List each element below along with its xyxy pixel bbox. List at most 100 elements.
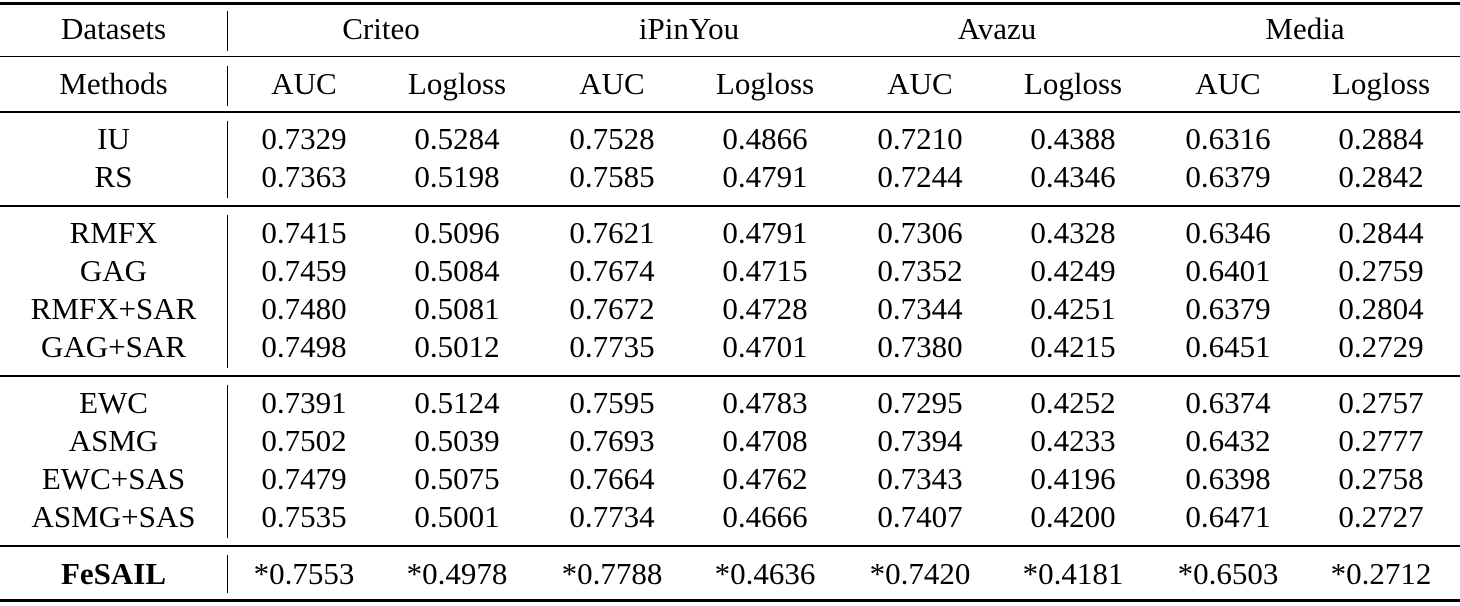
table-cell: 0.7480 [261, 291, 347, 326]
table-cell: 0.5198 [414, 159, 500, 194]
dataset-header-media: Media [1265, 11, 1345, 46]
method-name: GAG [79, 253, 148, 288]
table-cell: *0.7420 [869, 556, 971, 591]
table-cell: 0.7363 [261, 159, 347, 194]
table-cell: 0.2759 [1338, 253, 1424, 288]
table-cell: 0.5012 [414, 329, 500, 364]
table-cell: 0.4791 [722, 215, 808, 250]
table-cell: 0.6432 [1185, 423, 1271, 458]
bottom-rule [0, 599, 1460, 602]
table-cell: *0.4181 [1022, 556, 1124, 591]
table-cell: 0.4200 [1030, 499, 1116, 534]
table-cell: *0.6503 [1177, 556, 1279, 591]
method-name: ASMG+SAS [31, 499, 196, 534]
group-rule-3 [0, 545, 1460, 547]
top-rule [0, 2, 1460, 5]
metric-header: AUC [1195, 66, 1261, 101]
table-cell: 0.7498 [261, 329, 347, 364]
table-cell: *0.4978 [406, 556, 508, 591]
metric-header: Logloss [407, 66, 507, 101]
method-name: EWC+SAS [41, 461, 186, 496]
table-cell: 0.4728 [722, 291, 808, 326]
table-cell: 0.4791 [722, 159, 808, 194]
group-rule-1 [0, 205, 1460, 207]
table-cell: 0.4215 [1030, 329, 1116, 364]
table-cell: 0.4715 [722, 253, 808, 288]
dataset-header-criteo: Criteo [342, 11, 420, 46]
table-cell: 0.5001 [414, 499, 500, 534]
metric-header: Logloss [1023, 66, 1123, 101]
column-separator [227, 215, 228, 368]
column-separator [227, 66, 228, 106]
table-cell: 0.7735 [569, 329, 655, 364]
method-name: RMFX+SAR [30, 291, 197, 326]
table-cell: 0.7415 [261, 215, 347, 250]
table-cell: 0.5075 [414, 461, 500, 496]
table-cell: 0.7528 [569, 121, 655, 156]
group-rule-2 [0, 375, 1460, 377]
table-cell: 0.4249 [1030, 253, 1116, 288]
table-cell: *0.7788 [561, 556, 663, 591]
table-cell: 0.7394 [877, 423, 963, 458]
table-cell: 0.7343 [877, 461, 963, 496]
column-separator [227, 11, 228, 51]
table-cell: 0.6471 [1185, 499, 1271, 534]
table-cell: 0.2884 [1338, 121, 1424, 156]
table-cell: 0.5039 [414, 423, 500, 458]
dataset-header-ipinyou: iPinYou [638, 11, 740, 46]
table-cell: 0.2844 [1338, 215, 1424, 250]
table-cell: 0.4666 [722, 499, 808, 534]
table-cell: 0.6316 [1185, 121, 1271, 156]
method-name: RS [94, 159, 133, 194]
metric-header: AUC [579, 66, 645, 101]
metric-header: Logloss [715, 66, 815, 101]
table-cell: 0.7595 [569, 385, 655, 420]
table-cell: 0.4233 [1030, 423, 1116, 458]
table-cell: 0.5284 [414, 121, 500, 156]
table-cell: 0.7306 [877, 215, 963, 250]
table-cell: 0.6379 [1185, 291, 1271, 326]
metric-header: AUC [271, 66, 337, 101]
table-cell: 0.2727 [1338, 499, 1424, 534]
table-cell: 0.6398 [1185, 461, 1271, 496]
table-cell: 0.5084 [414, 253, 500, 288]
method-name: GAG+SAR [41, 329, 186, 364]
table-cell: 0.7329 [261, 121, 347, 156]
table-cell: 0.6451 [1185, 329, 1271, 364]
dataset-header-avazu: Avazu [957, 11, 1037, 46]
table-cell: 0.7621 [569, 215, 655, 250]
table-cell: 0.7244 [877, 159, 963, 194]
table-cell: 0.6346 [1185, 215, 1271, 250]
metrics-rule [0, 111, 1460, 113]
table-cell: *0.2712 [1330, 556, 1432, 591]
table-cell: 0.2777 [1338, 423, 1424, 458]
table-cell: 0.7502 [261, 423, 347, 458]
table-cell: 0.6379 [1185, 159, 1271, 194]
table-cell: 0.4701 [722, 329, 808, 364]
table-cell: 0.5096 [414, 215, 500, 250]
table-cell: 0.7734 [569, 499, 655, 534]
table-cell: 0.4762 [722, 461, 808, 496]
table-cell: 0.4251 [1030, 291, 1116, 326]
table-cell: 0.5081 [414, 291, 500, 326]
metric-header: Logloss [1331, 66, 1431, 101]
table-cell: 0.7535 [261, 499, 347, 534]
table-cell: 0.4346 [1030, 159, 1116, 194]
table-cell: *0.7553 [253, 556, 355, 591]
table-cell: 0.7407 [877, 499, 963, 534]
table-cell: 0.7344 [877, 291, 963, 326]
header-rule [0, 56, 1460, 57]
table-cell: 0.4708 [722, 423, 808, 458]
table-cell: 0.7693 [569, 423, 655, 458]
column-separator [227, 555, 228, 593]
metric-header: AUC [887, 66, 953, 101]
table-cell: 0.4866 [722, 121, 808, 156]
method-name: IU [97, 121, 130, 156]
table-cell: 0.5124 [414, 385, 500, 420]
table-cell: 0.7672 [569, 291, 655, 326]
table-cell: 0.4252 [1030, 385, 1116, 420]
datasets-header: Datasets [60, 11, 167, 46]
table-cell: 0.2804 [1338, 291, 1424, 326]
table-cell: 0.6374 [1185, 385, 1271, 420]
table-cell: 0.4328 [1030, 215, 1116, 250]
